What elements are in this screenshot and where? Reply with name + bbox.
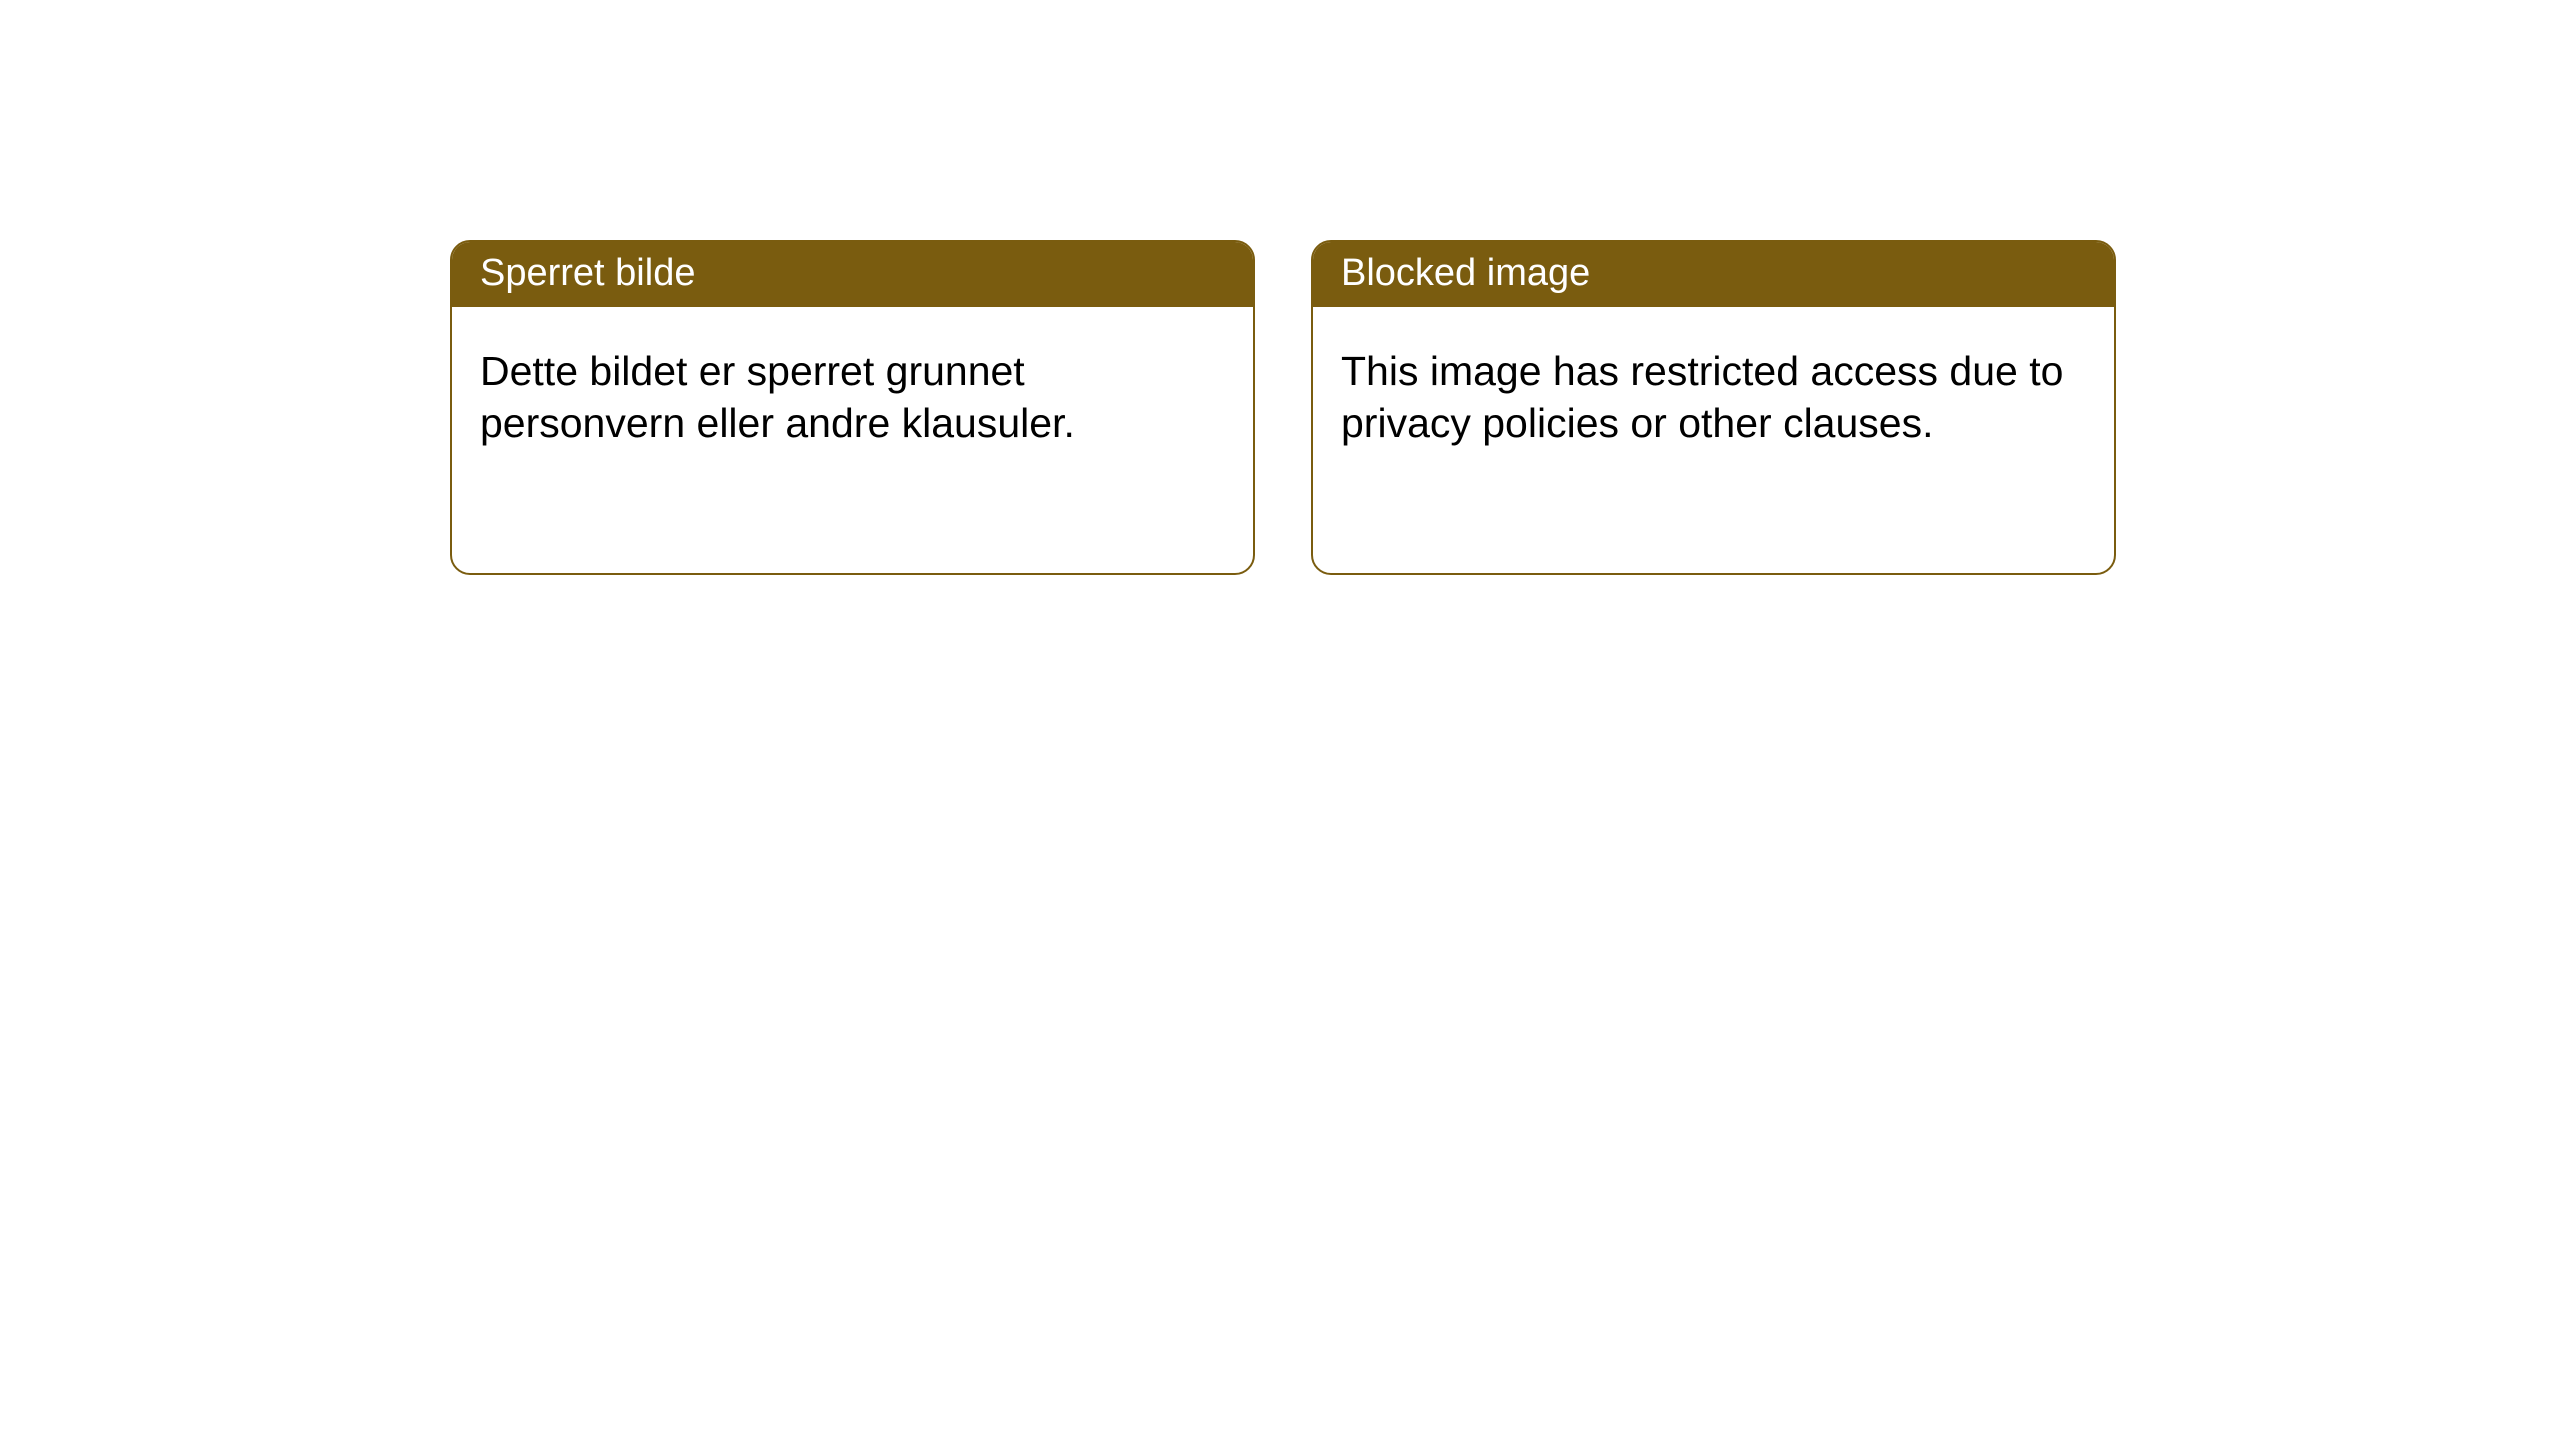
card-body: Dette bildet er sperret grunnet personve… [452,307,1253,477]
blocked-image-card-en: Blocked image This image has restricted … [1311,240,2116,575]
card-body: This image has restricted access due to … [1313,307,2114,477]
card-header: Blocked image [1313,242,2114,307]
blocked-image-card-no: Sperret bilde Dette bildet er sperret gr… [450,240,1255,575]
cards-container: Sperret bilde Dette bildet er sperret gr… [0,0,2560,575]
card-header: Sperret bilde [452,242,1253,307]
